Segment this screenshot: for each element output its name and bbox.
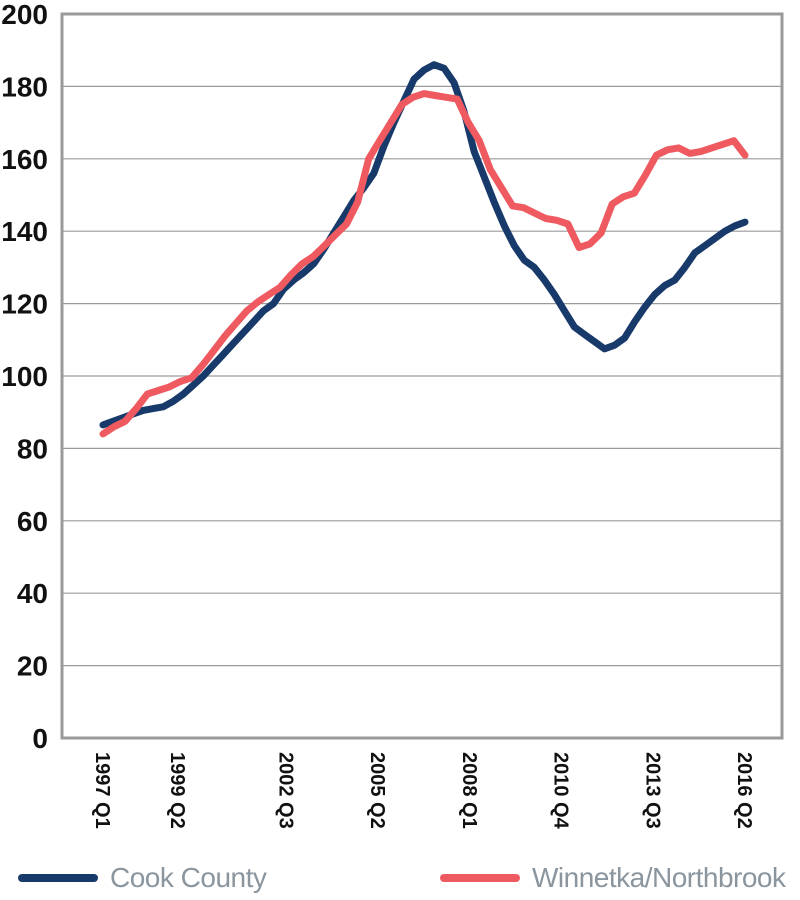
y-tick-label: 140	[1, 216, 48, 247]
legend-swatch-cook-county	[18, 874, 98, 882]
legend-label-cook-county: Cook County	[110, 862, 267, 893]
x-tick-label: 2016 Q2	[733, 752, 755, 829]
x-axis-ticks: 1997 Q1 1999 Q2 2002 Q3 2005 Q2 2008 Q1 2010 …	[91, 752, 755, 830]
gridlines	[62, 85, 782, 667]
x-tick-label: 1999 Q2	[166, 752, 188, 829]
x-tick-label: 2010 Q4	[550, 752, 572, 830]
x-tick-label: 1997 Q1	[91, 752, 113, 829]
y-tick-label: 0	[32, 723, 48, 754]
y-tick-label: 100	[1, 361, 48, 392]
x-tick-label: 2005 Q2	[366, 752, 388, 829]
y-tick-label: 20	[17, 651, 48, 682]
series-line-cook-county	[99, 61, 749, 429]
legend-cook-county: Cook County	[18, 862, 267, 894]
x-tick-label: 2013 Q3	[641, 752, 663, 829]
y-axis-ticks: 0 20 40 60 80 100 120 140 160 180 200	[1, 0, 48, 754]
y-tick-label: 60	[17, 506, 48, 537]
plot-frame	[60, 12, 784, 740]
series-line-winnetka-northbrook	[99, 90, 749, 438]
legend-swatch-winnetka-northbrook	[440, 874, 520, 882]
x-tick-label: 2002 Q3	[274, 752, 296, 829]
line-chart: 0 20 40 60 80 100 120 140 160 180 200 1997 Q1 1999 …	[1, 0, 784, 830]
y-tick-label: 160	[1, 144, 48, 175]
y-tick-label: 80	[17, 433, 48, 464]
y-tick-label: 180	[1, 71, 48, 102]
series-lines	[99, 61, 749, 438]
y-tick-label: 200	[1, 0, 48, 30]
legend-winnetka-northbrook: Winnetka/Northbrook	[440, 862, 786, 894]
x-tick-label: 2008 Q1	[458, 752, 480, 829]
y-tick-label: 120	[1, 289, 48, 320]
y-tick-label: 40	[17, 578, 48, 609]
legend-label-winnetka-northbrook: Winnetka/Northbrook	[532, 862, 786, 893]
